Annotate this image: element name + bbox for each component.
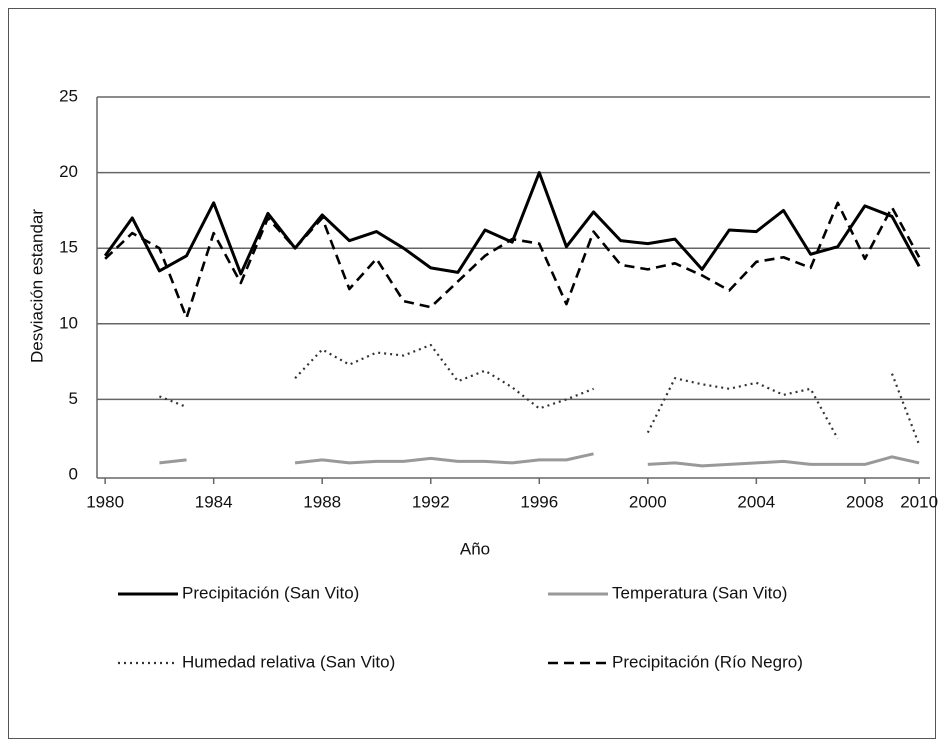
y-tick-label: 25	[59, 86, 78, 105]
x-tick-label: 2008	[846, 492, 884, 511]
x-tick-label: 2000	[629, 492, 667, 511]
x-tick-label: 1992	[412, 492, 450, 511]
y-tick-label: 0	[69, 464, 78, 483]
y-tick-label: 15	[59, 238, 78, 257]
series-line	[159, 343, 921, 446]
x-tick-label: 2004	[737, 492, 775, 511]
y-tick-label: 5	[69, 389, 78, 408]
y-axis-label: Desviación estandar	[27, 209, 46, 363]
legend-label: Precipitación (San Vito)	[182, 583, 359, 602]
x-tick-label: 1996	[520, 492, 558, 511]
x-tick-label: 1980	[86, 492, 124, 511]
series-line	[159, 452, 920, 468]
frame	[8, 8, 936, 739]
y-tick-label: 10	[59, 313, 78, 332]
x-tick-label: 1984	[195, 492, 233, 511]
x-tick-label: 1988	[303, 492, 341, 511]
legend-label: Humedad relativa (San Vito)	[182, 652, 395, 671]
legend-label: Temperatura (San Vito)	[612, 583, 787, 602]
x-axis-label: Año	[460, 539, 490, 558]
series-line	[104, 201, 921, 320]
series-line	[103, 171, 921, 276]
legend-label: Precipitación (Río Negro)	[612, 652, 803, 671]
x-tick-label: 2010	[900, 492, 938, 511]
y-tick-label: 20	[59, 162, 78, 181]
